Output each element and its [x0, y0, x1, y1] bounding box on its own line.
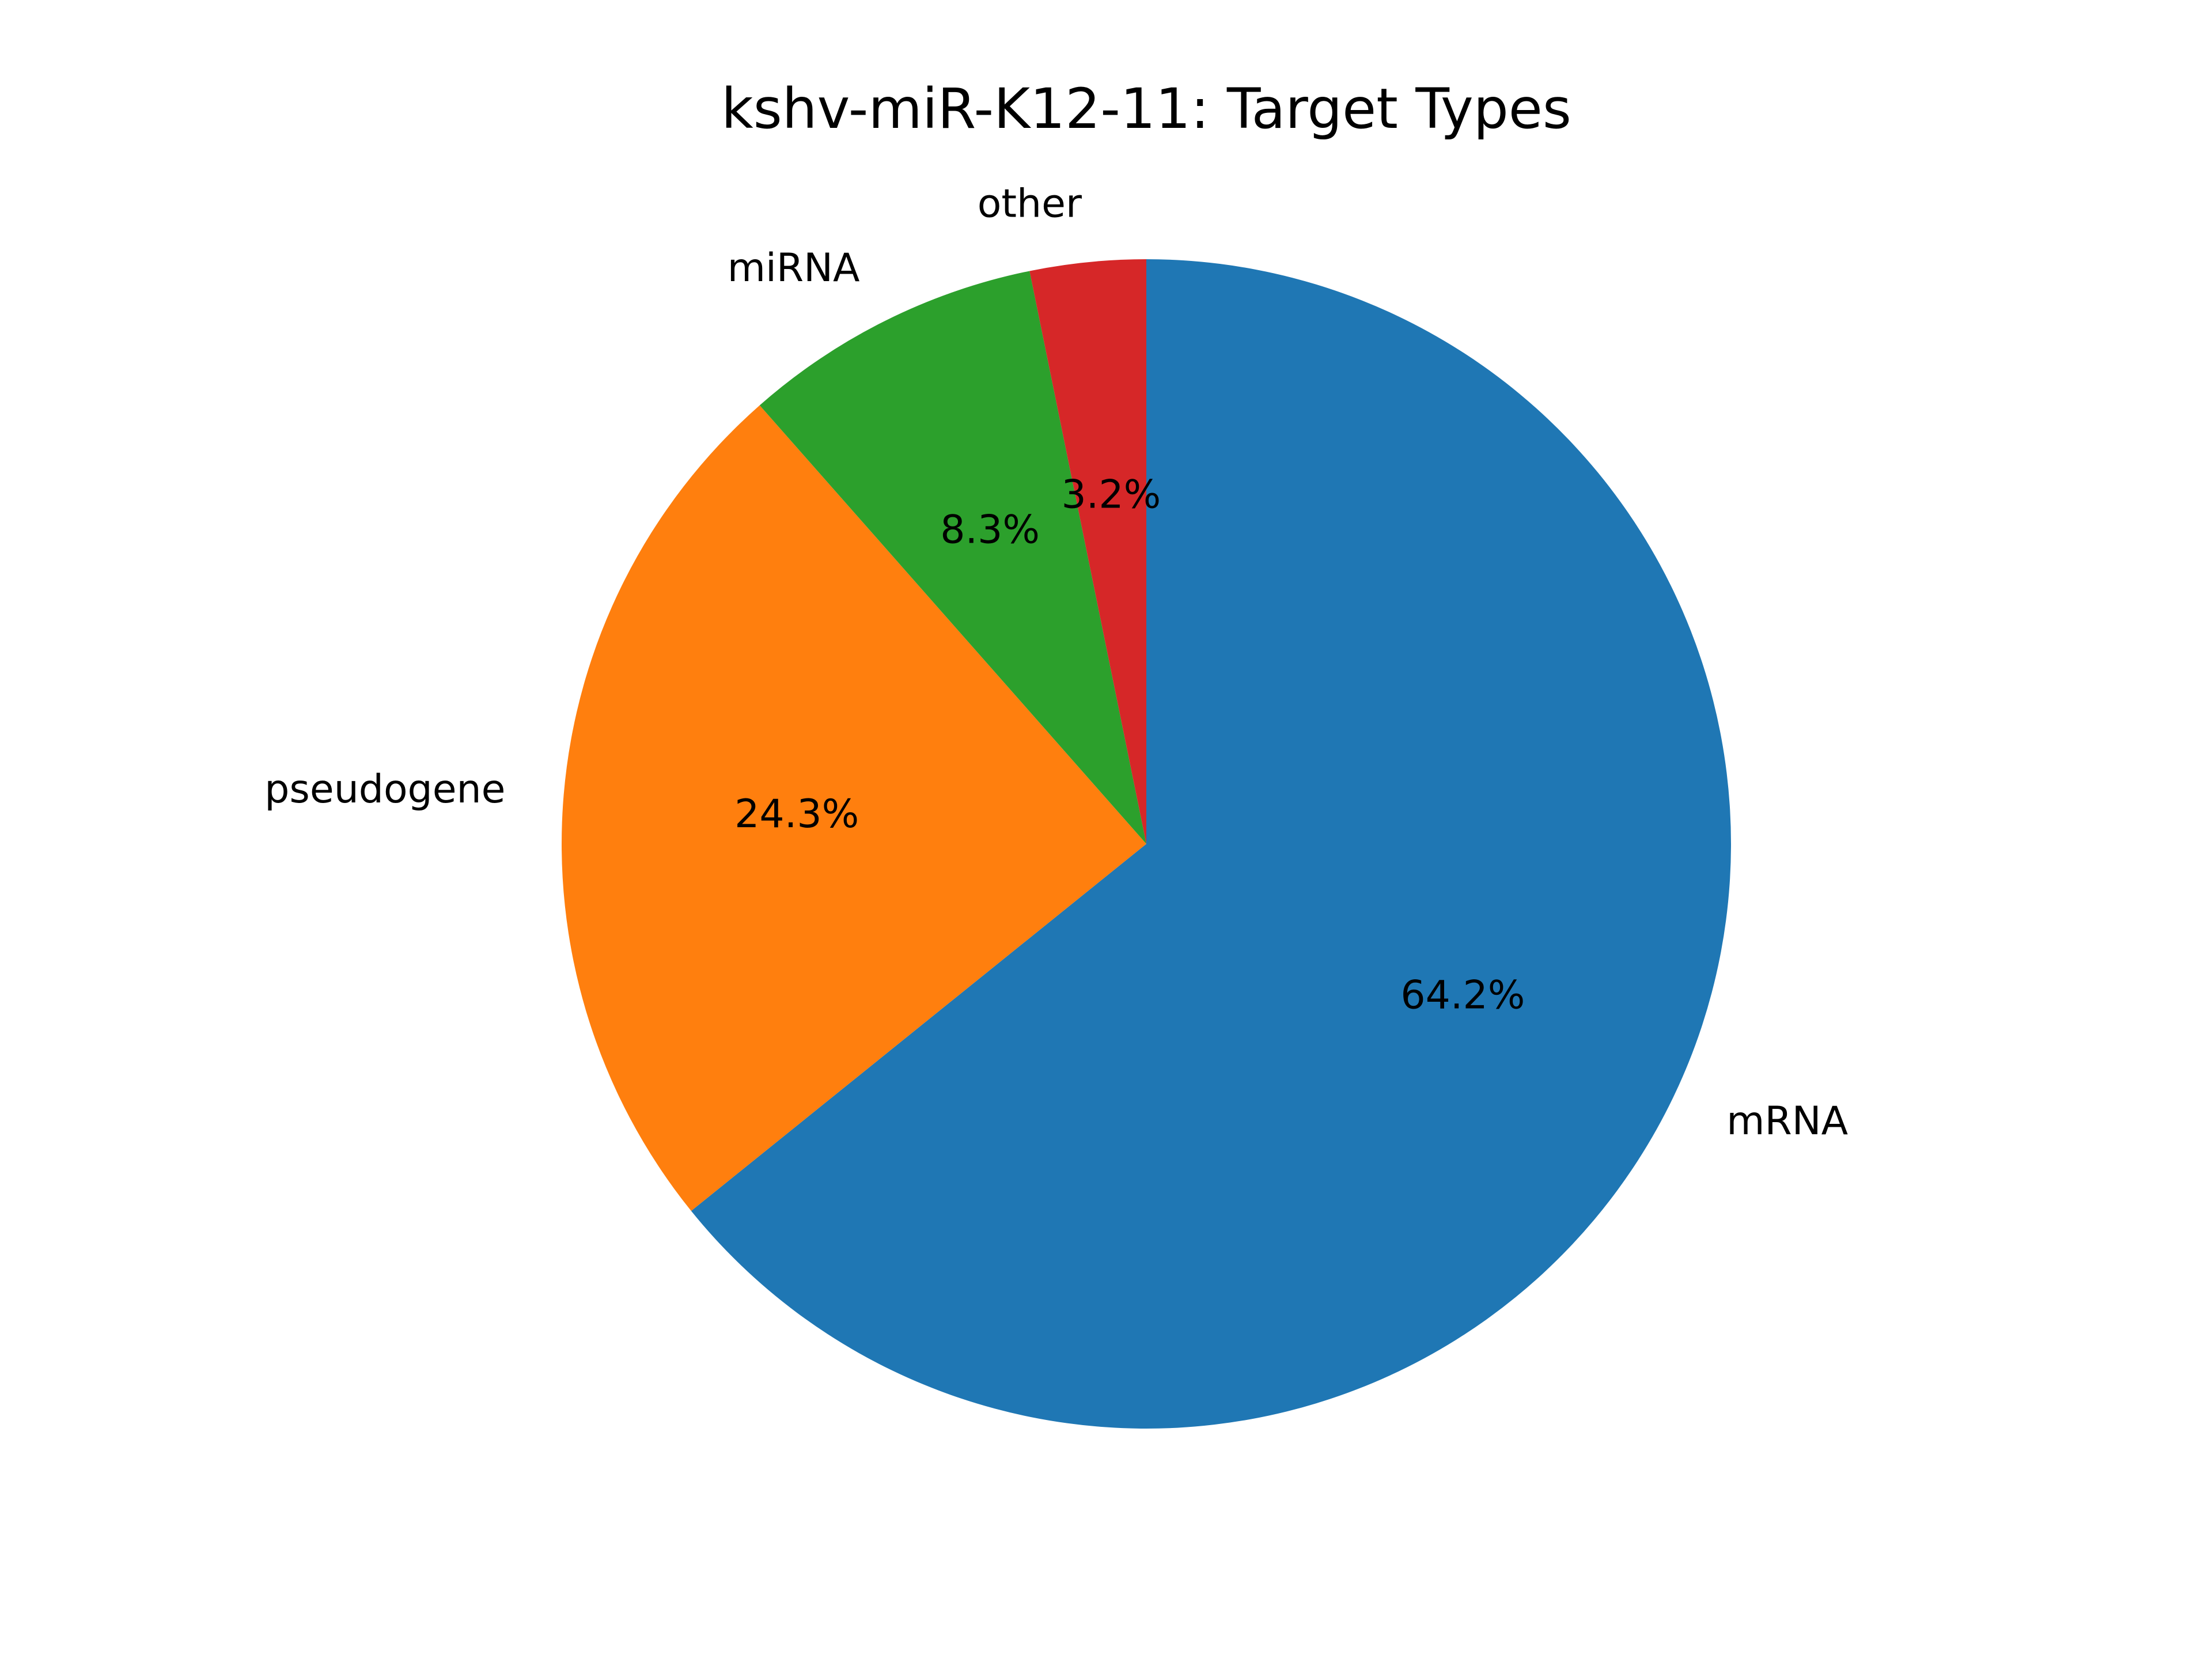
slice-label-mirna: miRNA [728, 245, 860, 291]
slice-pct-pseudogene: 24.3% [734, 791, 859, 837]
pie-slice-pseudogene [562, 405, 1146, 1211]
slice-pct-mirna: 8.3% [940, 507, 1040, 552]
pie-slice-other [1029, 259, 1146, 844]
slice-label-other: other [978, 181, 1082, 227]
slice-label-pseudogene: pseudogene [264, 767, 505, 812]
pie-slice-mrna [691, 259, 1731, 1429]
pie-slices [562, 259, 1731, 1429]
chart-title: kshv-miR-K12-11: Target Types [721, 77, 1571, 141]
pie-labels: mRNA 64.2% pseudogene 24.3% miRNA 8.3% other 3.… [264, 181, 1848, 1145]
slice-pct-mrna: 64.2% [1400, 972, 1525, 1018]
slice-label-mrna: mRNA [1726, 1099, 1848, 1144]
pie-slice-mirna [759, 271, 1146, 844]
slice-pct-other: 3.2% [1061, 472, 1161, 518]
